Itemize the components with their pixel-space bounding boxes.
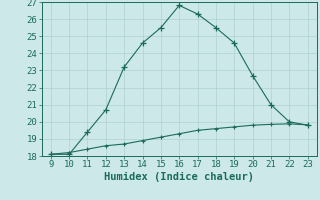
X-axis label: Humidex (Indice chaleur): Humidex (Indice chaleur) — [104, 172, 254, 182]
